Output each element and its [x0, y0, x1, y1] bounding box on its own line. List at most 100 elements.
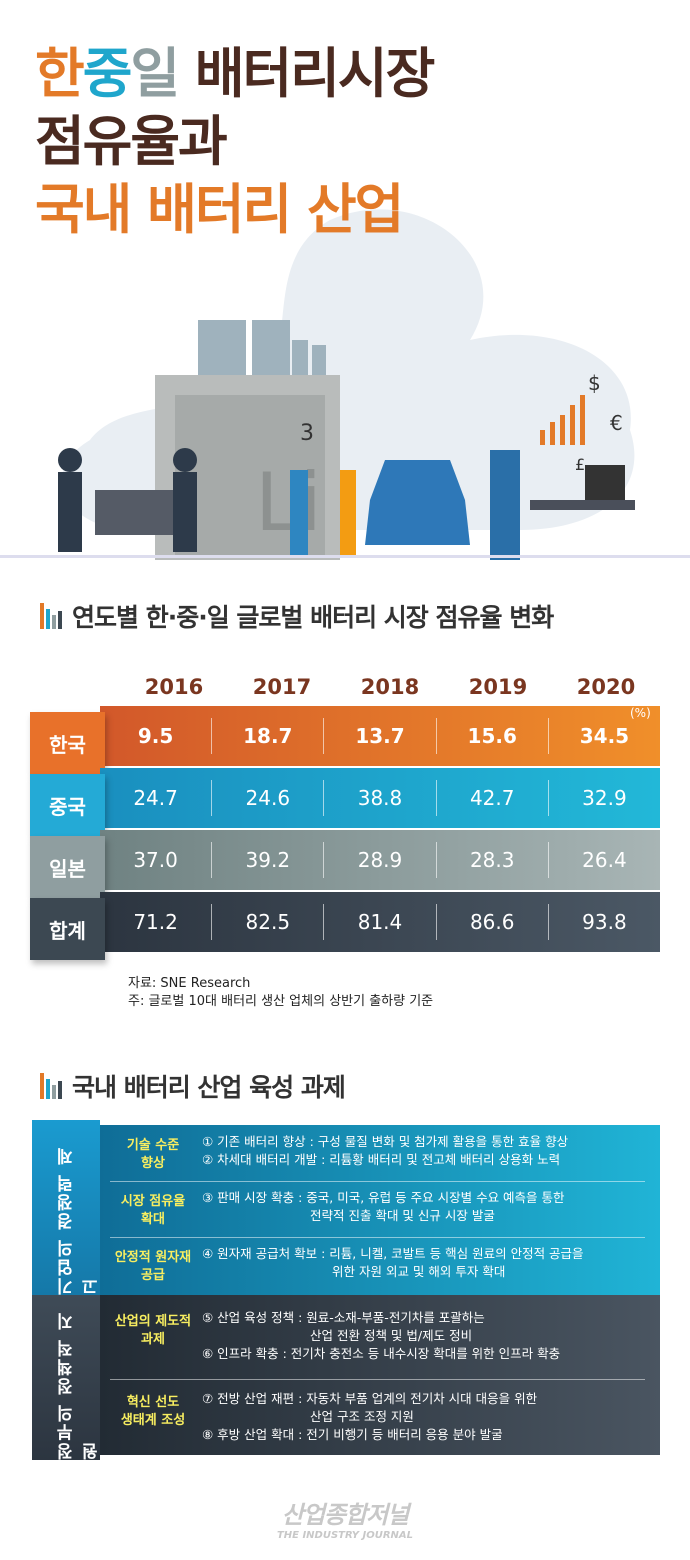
task-category: 향상: [141, 1156, 165, 1171]
row-label-total: 합계: [30, 898, 105, 960]
title-japan: 일: [130, 42, 180, 105]
task-item: 산업 구조 조정 지원: [310, 1409, 414, 1424]
task-item: ⑧ 후방 산업 확대 : 전기 비행기 등 배터리 응용 분야 발굴: [202, 1427, 503, 1442]
task-item: ⑥ 인프라 확충 : 전기차 충전소 등 내수시장 확대를 위한 인프라 확충: [202, 1346, 561, 1361]
worker-figure: [58, 472, 82, 552]
charging-station: [490, 450, 520, 560]
task-item: ① 기존 배터리 향상 : 구성 물질 변화 및 첨가제 활용을 통한 효율 향…: [202, 1134, 569, 1149]
table-cell: 93.8: [547, 904, 660, 940]
businessman-figure: [290, 470, 308, 555]
task-item: ④ 원자재 공급처 확보 : 리튬, 니켈, 코발트 등 핵심 원료의 안정적 …: [202, 1246, 584, 1261]
businesswoman-figure: [340, 470, 356, 555]
table-cell: 34.5: [547, 718, 660, 754]
title-china: 중: [82, 42, 133, 105]
company-side-label: 기업의 경쟁력 제고: [32, 1120, 102, 1295]
table-cell: 42.7: [435, 780, 548, 816]
section2-heading: 국내 배터리 산업 육성 과제: [40, 1068, 346, 1104]
row-label-japan: 일본: [30, 836, 105, 898]
section1-title: 연도별 한·중·일 글로벌 배터리 시장 점유율 변화: [72, 603, 554, 632]
row-label-korea: 한국: [30, 712, 105, 774]
task-item: 산업 전환 정책 및 법/제도 정비: [310, 1328, 473, 1343]
table-cell: 38.8: [323, 780, 435, 816]
table-cell: 39.2: [211, 842, 323, 878]
table-cell: 24.6: [211, 780, 323, 816]
table-cell: 28.3: [435, 842, 548, 878]
task-category: 혁신 선도: [126, 1395, 180, 1410]
bar-chart-icon: [40, 603, 62, 629]
electric-car: [365, 460, 470, 545]
footnote: 주: 글로벌 10대 배터리 생산 업체의 상반기 출하량 기준: [128, 994, 434, 1009]
title-line2: 점유율과: [35, 110, 228, 173]
task-item: ② 차세대 배터리 개발 : 리튬황 배터리 및 전고체 배터리 상용화 노력: [202, 1152, 561, 1167]
source-note: 자료: SNE Research: [128, 976, 251, 991]
year-header: 2016 2017 2018 2019 2020: [120, 675, 660, 699]
task-item: ⑤ 산업 육성 정책 : 원료-소재-부품-전기차를 포괄하는: [202, 1310, 485, 1325]
task-category: 공급: [141, 1268, 165, 1283]
task-item: 위한 자원 외교 및 해외 투자 확대: [332, 1264, 506, 1279]
table-cell: 81.4: [323, 904, 435, 940]
table-cell: 37.0: [133, 848, 178, 872]
table-cell: 32.9: [547, 780, 660, 816]
government-side-label: 정부의 정책적 지원: [32, 1295, 102, 1460]
table-cell: 26.4: [547, 842, 660, 878]
section2-title: 국내 배터리 산업 육성 과제: [72, 1073, 346, 1102]
task-category: 산업의 제도적: [114, 1314, 192, 1329]
government-side-text: 정부의 정책적 지원: [57, 1311, 102, 1460]
year-header-cell: 2016: [144, 675, 204, 699]
table-cell: 82.5: [211, 904, 323, 940]
row-label-china: 중국: [30, 774, 105, 836]
task-category: 안정적 원자재: [114, 1250, 192, 1265]
pound-icon: £: [575, 455, 585, 474]
table-row-total: 71.2 82.5 81.4 86.6 93.8: [100, 892, 660, 952]
title-korea: 한: [35, 42, 85, 105]
table-cell: 13.7: [323, 718, 435, 754]
task-category: 확대: [141, 1212, 165, 1227]
section1-heading: 연도별 한·중·일 글로벌 배터리 시장 점유율 변화: [40, 598, 554, 634]
task-category: 생태계 조성: [120, 1413, 186, 1428]
element-superscript: 3: [300, 421, 314, 446]
page-title: 한중일 배터리시장 점유율과 국내 배터리 산업: [35, 40, 435, 244]
battery-industry-illustration: Li 3 $ € £: [0, 209, 690, 560]
table-row-japan: 37.0 39.2 28.9 28.3 26.4: [100, 830, 660, 890]
title-line3: 국내 배터리 산업: [35, 178, 404, 241]
title-line1-rest: 배터리시장: [178, 42, 435, 105]
battery-icons: [198, 320, 326, 375]
dollar-icon: $: [588, 371, 601, 395]
table-row-korea: 9.5 18.7 13.7 15.6 34.5: [100, 706, 660, 766]
year-header-cell: 2018: [360, 675, 420, 699]
year-header-cell: 2017: [252, 675, 312, 699]
logo-korean: 산업종합저널: [281, 1501, 409, 1529]
table-notes: 자료: SNE Research 주: 글로벌 10대 배터리 생산 업체의 상…: [128, 975, 433, 1011]
table-cell: 24.7: [133, 786, 178, 810]
task-category: 시장 점유율: [120, 1194, 186, 1209]
desk: [530, 500, 635, 510]
publisher-logo: 산업종합저널 THE INDUSTRY JOURNAL: [0, 1495, 690, 1541]
task-item: ③ 판매 시장 확충 : 중국, 미국, 유럽 등 주요 시장별 수요 예측을 …: [202, 1190, 565, 1205]
unit-label: (%): [630, 706, 651, 720]
year-header-cell: 2019: [468, 675, 528, 699]
bar-chart-icon: [40, 1073, 62, 1099]
table-cell: 18.7: [211, 718, 323, 754]
logo-english: THE INDUSTRY JOURNAL: [276, 1530, 414, 1541]
task-item: 전략적 진출 확대 및 신규 시장 발굴: [310, 1208, 495, 1223]
mine-cart: [95, 490, 175, 535]
table-cell: 86.6: [435, 904, 548, 940]
table-cell: 15.6: [435, 718, 548, 754]
task-category: 기술 수준: [126, 1138, 180, 1153]
year-header-cell: 2020: [576, 675, 636, 699]
table-cell: 71.2: [133, 910, 178, 934]
task-category: 과제: [141, 1332, 165, 1347]
svg-text:Li: Li: [255, 456, 322, 549]
euro-icon: €: [610, 411, 623, 435]
table-row-china: 24.7 24.6 38.8 42.7 32.9: [100, 768, 660, 828]
table-cell: 9.5: [137, 724, 174, 748]
table-cell: 28.9: [323, 842, 435, 878]
task-item: ⑦ 전방 산업 재편 : 자동차 부품 업계의 전기차 시대 대응을 위한: [202, 1391, 538, 1406]
